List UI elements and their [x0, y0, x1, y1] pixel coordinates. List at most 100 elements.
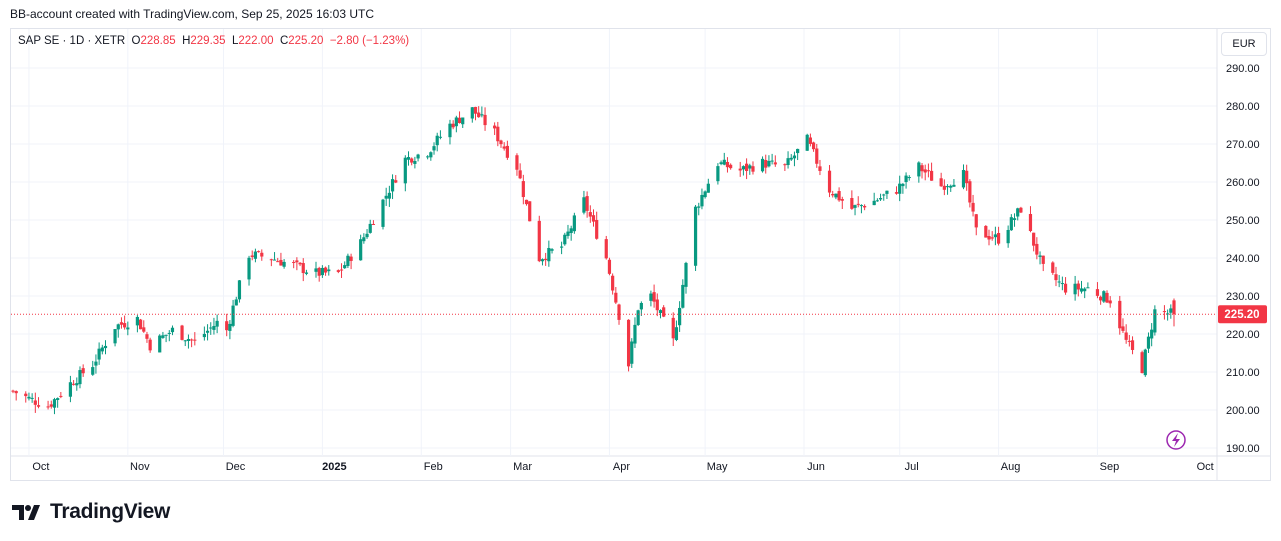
candle[interactable] — [540, 258, 545, 266]
candle[interactable] — [142, 320, 146, 333]
candle[interactable] — [170, 325, 175, 336]
candle[interactable] — [990, 231, 994, 241]
candle[interactable] — [818, 159, 822, 176]
candle[interactable] — [993, 226, 997, 246]
candle[interactable] — [78, 366, 82, 389]
candle[interactable] — [97, 342, 101, 365]
candle[interactable] — [878, 193, 883, 201]
candle[interactable] — [448, 119, 452, 145]
candle[interactable] — [1054, 266, 1058, 287]
candle[interactable] — [279, 252, 283, 266]
candle[interactable] — [368, 219, 372, 234]
candle[interactable] — [234, 296, 238, 306]
candle[interactable] — [588, 205, 592, 223]
candle[interactable] — [939, 172, 943, 187]
candle[interactable] — [850, 190, 854, 210]
candle[interactable] — [719, 160, 723, 166]
candle[interactable] — [1038, 251, 1042, 265]
candle[interactable] — [1153, 305, 1157, 336]
symbol-label[interactable]: SAP SE · 1D · XETR — [18, 35, 126, 47]
candle[interactable] — [984, 225, 988, 238]
candle[interactable] — [1083, 287, 1087, 299]
candle[interactable] — [502, 142, 506, 151]
candle[interactable] — [339, 263, 344, 278]
candle[interactable] — [815, 143, 819, 168]
candle[interactable] — [384, 187, 388, 206]
candle[interactable] — [827, 165, 832, 198]
candle[interactable] — [1130, 336, 1135, 355]
candle[interactable] — [885, 190, 889, 199]
candle[interactable] — [406, 151, 411, 166]
candle[interactable] — [323, 266, 328, 276]
candle[interactable] — [314, 261, 318, 278]
candle[interactable] — [1124, 324, 1128, 344]
candle[interactable] — [1108, 296, 1112, 308]
candle[interactable] — [582, 190, 586, 215]
candle[interactable] — [365, 229, 369, 239]
candle[interactable] — [894, 186, 899, 195]
candle[interactable] — [451, 120, 455, 130]
candle[interactable] — [1079, 280, 1084, 294]
candle[interactable] — [917, 161, 921, 183]
candle[interactable] — [566, 224, 570, 239]
candle[interactable] — [387, 185, 391, 207]
candle[interactable] — [569, 225, 573, 241]
candle[interactable] — [1169, 304, 1173, 319]
candle[interactable] — [837, 187, 841, 202]
candle[interactable] — [164, 334, 168, 343]
candle[interactable] — [1143, 348, 1147, 377]
candle[interactable] — [942, 179, 946, 196]
candle[interactable] — [907, 175, 911, 181]
candle[interactable] — [591, 209, 596, 227]
candle[interactable] — [343, 261, 347, 269]
candle[interactable] — [225, 313, 229, 337]
candle[interactable] — [751, 161, 755, 175]
candle[interactable] — [521, 174, 525, 205]
candle[interactable] — [75, 377, 79, 391]
candle[interactable] — [49, 400, 53, 409]
candle[interactable] — [438, 130, 443, 140]
candle[interactable] — [1162, 305, 1167, 320]
candle[interactable] — [123, 315, 127, 330]
candle[interactable] — [898, 175, 902, 202]
candle[interactable] — [72, 380, 76, 386]
candle[interactable] — [212, 317, 216, 335]
candle[interactable] — [662, 305, 666, 318]
candle[interactable] — [349, 253, 353, 270]
candle[interactable] — [1032, 232, 1036, 252]
candle[interactable] — [949, 184, 953, 192]
candle[interactable] — [684, 261, 688, 294]
candle[interactable] — [135, 315, 139, 333]
candle[interactable] — [856, 196, 860, 208]
candle[interactable] — [247, 255, 251, 286]
candle[interactable] — [167, 330, 171, 342]
candle[interactable] — [180, 324, 184, 341]
candle[interactable] — [1073, 275, 1077, 301]
candle[interactable] — [56, 397, 60, 408]
candle[interactable] — [1041, 255, 1045, 272]
candle[interactable] — [971, 194, 975, 217]
candle[interactable] — [945, 184, 950, 195]
candle[interactable] — [674, 320, 679, 342]
candle[interactable] — [145, 331, 149, 343]
candle[interactable] — [595, 211, 599, 240]
lightning-icon[interactable] — [1166, 430, 1186, 450]
candle[interactable] — [859, 204, 864, 214]
candle[interactable] — [783, 163, 787, 171]
candle[interactable] — [965, 164, 969, 191]
candle[interactable] — [215, 314, 219, 334]
candle[interactable] — [840, 196, 844, 209]
candle[interactable] — [639, 301, 643, 316]
candle[interactable] — [126, 321, 130, 336]
candle[interactable] — [1118, 295, 1122, 335]
candle[interactable] — [875, 198, 879, 202]
candle[interactable] — [505, 140, 509, 160]
candle[interactable] — [461, 117, 465, 129]
candle[interactable] — [410, 157, 414, 166]
candle[interactable] — [681, 279, 685, 309]
candle[interactable] — [604, 235, 608, 260]
candle[interactable] — [1063, 277, 1068, 295]
candle[interactable] — [1035, 237, 1039, 260]
candle[interactable] — [789, 154, 793, 161]
